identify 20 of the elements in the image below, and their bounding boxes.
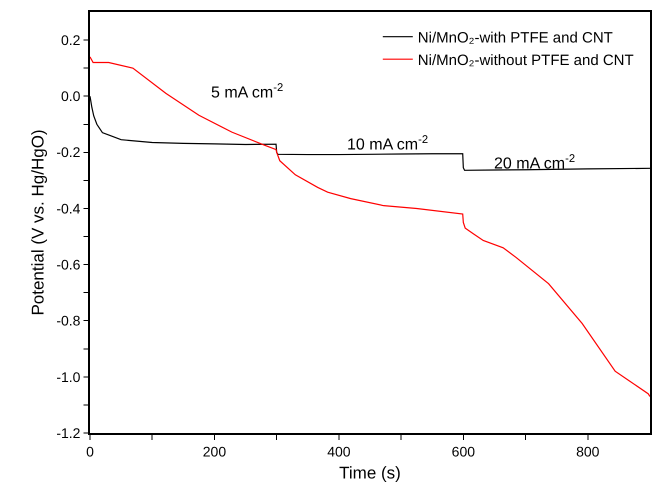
y-tick-label: -0.4 <box>56 200 81 216</box>
y-tick-label: -0.2 <box>56 144 81 160</box>
x-tick-label: 200 <box>202 444 226 460</box>
y-tick-label: 0.2 <box>60 32 81 48</box>
x-tick-label: 400 <box>327 444 351 460</box>
y-tick-label: -0.8 <box>56 312 81 329</box>
y-tick-label: -1.2 <box>56 424 81 441</box>
annotation: 10 mA cm$^{-2}$ <box>347 134 428 154</box>
x-tick-label: 600 <box>452 444 476 460</box>
y-tick-label: 0.0 <box>60 88 81 104</box>
y-tick-label: -0.6 <box>56 256 81 272</box>
x-tick-label: 800 <box>576 444 600 460</box>
y-axis-title: Potential (V vs. Hg/HgO) <box>28 129 48 316</box>
y-tick-label: -1.0 <box>56 368 81 385</box>
legend-label: Ni/MnO₂-without PTFE and CNT <box>418 52 634 70</box>
x-tick-label: 0 <box>86 444 94 460</box>
legend-label: Ni/MnO₂-with PTFE and CNT <box>418 30 613 47</box>
annotation: 5 mA cm$^{-2}$ <box>211 82 284 102</box>
annotation: 20 mA cm$^{-2}$ <box>494 153 576 173</box>
x-axis-title: Time (s) <box>339 463 401 482</box>
